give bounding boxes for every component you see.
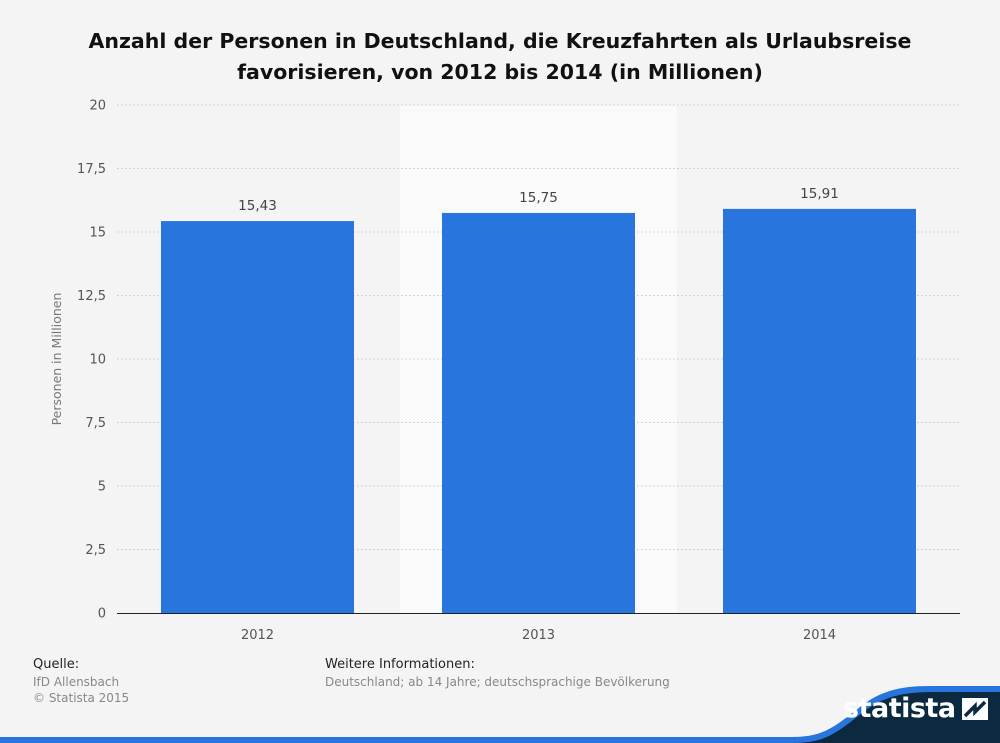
chart-title: Anzahl der Personen in Deutschland, die … — [88, 29, 912, 84]
brand-name: statista — [843, 693, 956, 724]
brand-banner — [0, 686, 1000, 743]
y-axis-label: Personen in Millionen — [49, 293, 64, 426]
bar-chart: 0 2,5 5 7,5 10 12,5 15 17,5 20 15,43 2012 15,75 2013… — [49, 99, 960, 643]
data-label-2013: 15,75 — [519, 190, 558, 206]
statista-logo[interactable]: statista — [843, 693, 988, 724]
info-block: Weitere Informationen: Deutschland; ab 1… — [325, 657, 670, 690]
y-tick-label: 15 — [89, 226, 106, 241]
x-tick-label: 2012 — [241, 628, 274, 643]
y-tick-label: 12,5 — [77, 289, 106, 304]
statista-logo-icon — [961, 697, 988, 720]
bar-2013[interactable] — [442, 212, 635, 613]
source-block: Quelle: IfD Allensbach © Statista 2015 — [33, 657, 129, 707]
bar-2012[interactable] — [161, 221, 354, 613]
info-heading: Weitere Informationen: — [325, 657, 475, 672]
y-tick-label: 7,5 — [85, 416, 106, 431]
y-tick-label: 20 — [89, 99, 106, 114]
y-tick-label: 10 — [89, 353, 106, 368]
y-tick-label: 17,5 — [77, 162, 106, 177]
x-tick-label: 2013 — [522, 628, 555, 643]
data-label-2014: 15,91 — [800, 186, 839, 202]
info-text: Deutschland; ab 14 Jahre; deutschsprachi… — [325, 674, 670, 689]
source-heading: Quelle: — [33, 657, 80, 672]
source-name: IfD Allensbach — [33, 674, 120, 689]
y-tick-label: 5 — [98, 480, 106, 495]
copyright: © Statista 2015 — [33, 691, 130, 705]
y-tick-label: 2,5 — [85, 543, 106, 558]
bar-2014[interactable] — [723, 208, 916, 614]
y-tick-label: 0 — [98, 607, 106, 622]
x-tick-label: 2014 — [803, 628, 836, 643]
data-label-2012: 15,43 — [238, 198, 277, 214]
